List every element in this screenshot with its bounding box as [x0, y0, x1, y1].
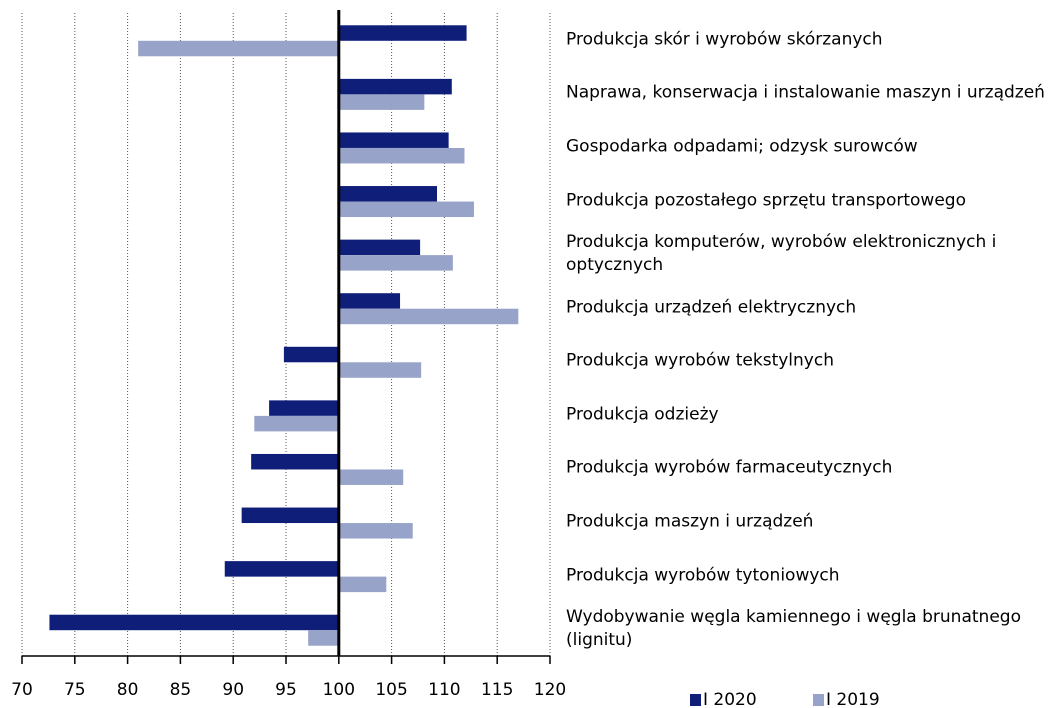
category-label: Produkcja pozostałego sprzętu transporto…	[566, 190, 966, 211]
bar	[338, 293, 401, 309]
category-label: Gospodarka odpadami; odzysk surowców	[566, 136, 918, 157]
bar	[269, 400, 339, 416]
x-tick-label: 80	[117, 680, 139, 700]
bar	[338, 147, 465, 164]
bar	[338, 523, 413, 539]
bar	[283, 346, 339, 363]
bar	[338, 186, 438, 202]
bar	[241, 507, 339, 524]
category-label: Produkcja skór i wyrobów skórzanych	[566, 29, 883, 50]
bar	[254, 415, 339, 432]
x-tick-label: 120	[534, 680, 566, 700]
bar	[308, 630, 339, 646]
bar	[338, 239, 421, 256]
category-label: Produkcja urządzeń elektrycznych	[566, 297, 857, 318]
bar	[224, 561, 339, 577]
legend-swatch	[813, 694, 824, 706]
bar	[138, 40, 339, 57]
x-tick-label: 85	[170, 680, 192, 700]
bar	[338, 25, 467, 41]
bar	[338, 308, 519, 325]
x-tick-label: 70	[11, 680, 33, 700]
legend-swatch	[690, 694, 701, 706]
category-label: Produkcja odzieży	[566, 404, 719, 425]
category-label: Produkcja wyrobów farmaceutycznych	[566, 457, 893, 478]
x-tick-label: 115	[481, 680, 513, 700]
bar	[338, 469, 404, 485]
x-tick-label: 100	[323, 680, 355, 700]
category-label: Produkcja maszyn i urządzeń	[566, 511, 814, 532]
bar	[251, 453, 339, 470]
x-tick-label: 95	[275, 680, 297, 700]
category-label: Wydobywanie węgla kamiennego i węgla bru…	[566, 607, 1021, 651]
category-label: Produkcja wyrobów tytoniowych	[566, 565, 840, 586]
x-tick-label: 105	[375, 680, 407, 700]
x-tick-label: 75	[64, 680, 86, 700]
bar	[338, 78, 452, 95]
bar	[338, 576, 387, 593]
bar	[338, 132, 449, 148]
bar	[49, 614, 339, 631]
category-label: Naprawa, konserwacja i instalowanie masz…	[566, 82, 1045, 103]
legend-label: I 2019	[826, 690, 880, 708]
x-tick-label: 90	[222, 680, 244, 700]
bar	[338, 94, 425, 110]
bar	[338, 362, 422, 378]
category-label: Produkcja komputerów, wyrobów elektronic…	[566, 232, 997, 276]
x-tick-label: 110	[428, 680, 460, 700]
bar	[338, 255, 453, 271]
legend-label: I 2020	[703, 690, 757, 708]
category-label: Produkcja wyrobów tekstylnych	[566, 350, 834, 371]
bar	[338, 201, 474, 218]
